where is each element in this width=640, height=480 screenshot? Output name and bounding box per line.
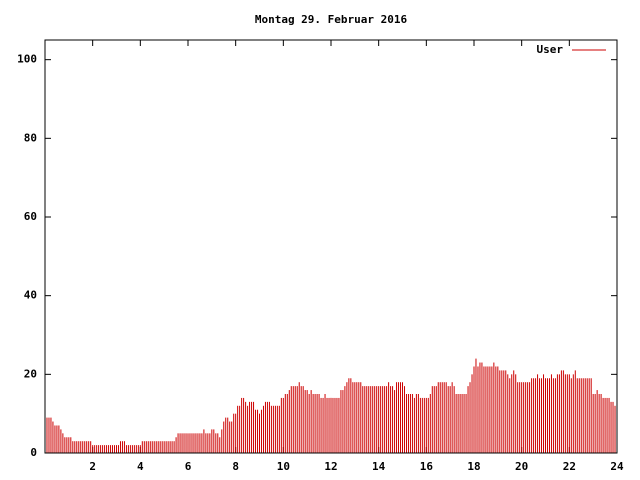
x-tick-label: 16 — [420, 460, 434, 473]
x-tick-label: 6 — [185, 460, 192, 473]
x-tick-label: 14 — [372, 460, 386, 473]
x-tick-label: 4 — [137, 460, 144, 473]
x-tick-label: 20 — [515, 460, 528, 473]
x-tick-label: 2 — [89, 460, 96, 473]
x-tick-label: 22 — [563, 460, 576, 473]
y-tick-label: 0 — [30, 446, 37, 459]
y-tick-label: 60 — [24, 210, 37, 223]
plot-border — [44, 39, 618, 454]
x-tick-label: 10 — [277, 460, 290, 473]
chart-title: Montag 29. Februar 2016 — [255, 13, 408, 26]
x-tick-label: 24 — [610, 460, 624, 473]
x-tick-label: 18 — [467, 460, 480, 473]
legend-label: User — [537, 43, 564, 56]
y-tick-label: 100 — [17, 53, 37, 66]
x-tick-label: 8 — [232, 460, 239, 473]
y-tick-label: 20 — [24, 367, 37, 380]
y-tick-label: 40 — [24, 289, 37, 302]
y-tick-label: 80 — [24, 131, 37, 144]
x-tick-label: 12 — [324, 460, 337, 473]
